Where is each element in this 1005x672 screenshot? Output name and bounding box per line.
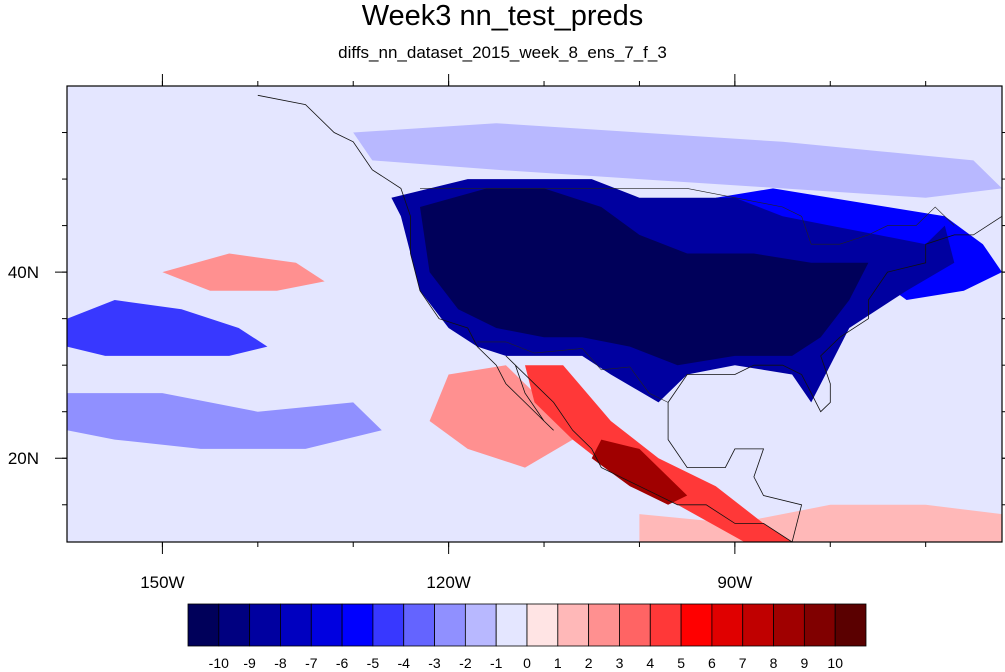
colorbar-swatch bbox=[649, 603, 682, 647]
field-region-mid-pacific-light-negative bbox=[67, 393, 382, 449]
colorbar-swatch bbox=[434, 603, 466, 647]
map-ticks: 150W 120W 90W 40N 20N bbox=[8, 74, 1005, 592]
lon-tick-label: 150W bbox=[140, 573, 184, 592]
colorbar-swatch bbox=[218, 603, 251, 647]
colorbar-label: 10 bbox=[827, 655, 843, 671]
border-us-mexico-border bbox=[477, 341, 669, 403]
colorbar-label: 6 bbox=[708, 655, 716, 671]
colorbar-label: 3 bbox=[616, 655, 624, 671]
lat-tick-label: 20N bbox=[8, 449, 39, 468]
colorbar-label: 8 bbox=[770, 655, 778, 671]
coastline-north-america-coast bbox=[257, 94, 793, 542]
colorbar-swatch bbox=[372, 603, 405, 647]
colorbar-label: -8 bbox=[274, 655, 287, 671]
colorbar-swatch bbox=[187, 603, 220, 647]
colorbar-swatch bbox=[742, 603, 774, 647]
colorbar-swatch bbox=[773, 603, 805, 647]
colorbar-label: -1 bbox=[490, 655, 503, 671]
colorbar-label: -10 bbox=[209, 655, 229, 671]
lat-tick-label: 40N bbox=[8, 263, 39, 282]
colorbar-swatch bbox=[341, 603, 374, 647]
map-title: Week3 nn_test_preds bbox=[361, 0, 644, 32]
colorbar-label: -3 bbox=[428, 655, 441, 671]
map-subtitle: diffs_nn_dataset_2015_week_8_ens_7_f_3 bbox=[338, 43, 667, 62]
field-region-east-pacific-negative bbox=[67, 300, 268, 356]
colorbar-swatch bbox=[249, 603, 281, 647]
colorbar-label: -4 bbox=[397, 655, 410, 671]
field-region-baja-positive bbox=[429, 365, 573, 468]
lon-tick-label: 120W bbox=[426, 573, 470, 592]
colorbar-label: 0 bbox=[523, 655, 531, 671]
map-frame bbox=[66, 85, 1003, 543]
colorbar-swatch bbox=[526, 603, 559, 647]
colorbar-swatch bbox=[310, 603, 343, 647]
field-region-mexico-positive bbox=[525, 365, 793, 542]
colorbar: -10 -9 -8 -7 -6 -5 -4 -3 -2 -1 0 1 2 3 4 5 6 7 8 9 10 bbox=[187, 603, 867, 671]
colorbar-swatch bbox=[403, 603, 435, 647]
colorbar-label: -5 bbox=[367, 655, 380, 671]
colorbar-label: -2 bbox=[459, 655, 472, 671]
field-region-mexico-strong-positive bbox=[591, 439, 688, 505]
colorbar-swatch bbox=[495, 603, 528, 647]
colorbar-label: -7 bbox=[305, 655, 318, 671]
colorbar-swatch bbox=[619, 603, 651, 647]
colorbar-swatch bbox=[803, 603, 836, 647]
colorbar-swatch bbox=[280, 603, 312, 647]
colorbar-label: -6 bbox=[336, 655, 349, 671]
colorbar-label: 9 bbox=[801, 655, 809, 671]
colorbar-label: 5 bbox=[677, 655, 685, 671]
colorbar-label: -9 bbox=[243, 655, 256, 671]
colorbar-swatch bbox=[711, 603, 744, 647]
lon-tick-label: 90W bbox=[717, 573, 752, 592]
colorbar-swatch bbox=[834, 603, 867, 647]
colorbar-label: 2 bbox=[585, 655, 593, 671]
colorbar-label: 1 bbox=[554, 655, 562, 671]
field-region-canada-light-negative bbox=[353, 123, 1002, 198]
colorbar-swatch bbox=[588, 603, 620, 647]
border-us-canada-border bbox=[420, 188, 955, 245]
colorbar-swatch bbox=[680, 603, 713, 647]
colorbar-label: 4 bbox=[646, 655, 654, 671]
colorbar-label: 7 bbox=[739, 655, 747, 671]
field-region-us-core-negative bbox=[420, 188, 869, 366]
map-plot-area bbox=[67, 86, 1002, 542]
colorbar-swatch bbox=[464, 603, 497, 647]
field-region-pacific-positive-patch bbox=[162, 253, 325, 291]
colorbar-swatch bbox=[557, 603, 590, 647]
coastline-gulf-coast bbox=[667, 215, 1002, 542]
